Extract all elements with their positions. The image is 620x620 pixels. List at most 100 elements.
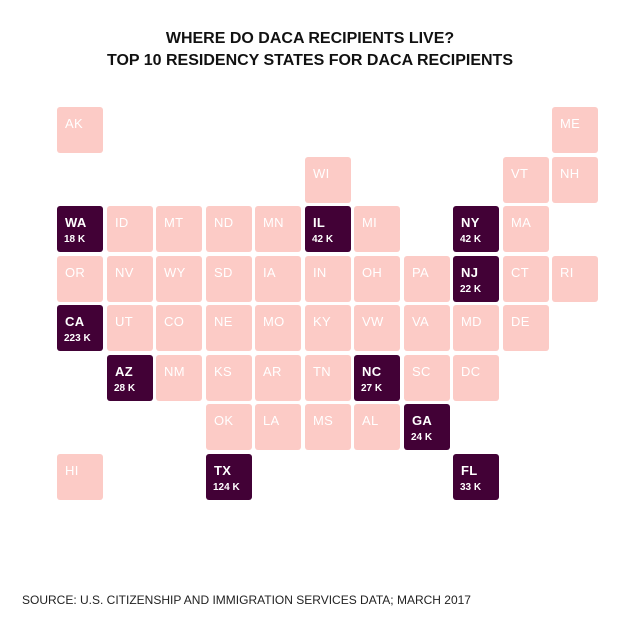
- state-tile-wy: WY: [156, 256, 202, 302]
- state-tile-ar: AR: [255, 355, 301, 401]
- state-abbr: IL: [313, 215, 326, 230]
- state-tile-mi: MI: [354, 206, 400, 252]
- state-tile-ks: KS: [206, 355, 252, 401]
- state-abbr: WA: [65, 215, 87, 230]
- state-tile-fl: FL 33 K: [453, 454, 499, 500]
- state-abbr: MN: [263, 215, 284, 230]
- state-tile-de: DE: [503, 305, 549, 351]
- state-abbr: OR: [65, 265, 86, 280]
- state-abbr: KY: [313, 314, 331, 329]
- state-abbr: NC: [362, 364, 382, 379]
- state-abbr: IN: [313, 265, 327, 280]
- state-tile-sd: SD: [206, 256, 252, 302]
- state-tile-wi: WI: [305, 157, 351, 203]
- state-tile-nm: NM: [156, 355, 202, 401]
- state-tile-ak: AK: [57, 107, 103, 153]
- state-abbr: TN: [313, 364, 331, 379]
- state-abbr: IA: [263, 265, 276, 280]
- state-abbr: OH: [362, 265, 383, 280]
- state-tile-oh: OH: [354, 256, 400, 302]
- state-abbr: AR: [263, 364, 282, 379]
- state-tile-nv: NV: [107, 256, 153, 302]
- state-value: 33 K: [460, 482, 482, 493]
- state-tile-tx: TX 124 K: [206, 454, 252, 500]
- state-tile-mn: MN: [255, 206, 301, 252]
- state-abbr: MI: [362, 215, 378, 230]
- state-tile-vt: VT: [503, 157, 549, 203]
- state-abbr: MT: [164, 215, 184, 230]
- state-abbr: WI: [313, 166, 330, 181]
- state-tile-dc: DC: [453, 355, 499, 401]
- state-abbr: SC: [412, 364, 431, 379]
- state-tile-pa: PA: [404, 256, 450, 302]
- state-tile-ga: GA 24 K: [404, 404, 450, 450]
- state-abbr: MO: [263, 314, 285, 329]
- state-tile-nc: NC 27 K: [354, 355, 400, 401]
- state-abbr: OK: [214, 413, 234, 428]
- state-tile-sc: SC: [404, 355, 450, 401]
- state-value: 42 K: [460, 234, 482, 245]
- state-abbr: CA: [65, 314, 85, 329]
- state-abbr: ID: [115, 215, 129, 230]
- state-value: 223 K: [64, 333, 91, 344]
- state-abbr: NJ: [461, 265, 479, 280]
- state-abbr: TX: [214, 463, 232, 478]
- state-value: 24 K: [411, 432, 433, 443]
- state-abbr: VW: [362, 314, 384, 329]
- state-tile-ne: NE: [206, 305, 252, 351]
- state-abbr: NY: [461, 215, 480, 230]
- state-tile-nj: NJ 22 K: [453, 256, 499, 302]
- state-abbr: MS: [313, 413, 334, 428]
- state-tile-ct: CT: [503, 256, 549, 302]
- state-abbr: ME: [560, 116, 581, 131]
- state-tile-mt: MT: [156, 206, 202, 252]
- state-tile-wa: WA 18 K: [57, 206, 103, 252]
- state-value: 42 K: [312, 234, 334, 245]
- state-abbr: MA: [511, 215, 532, 230]
- state-tile-tn: TN: [305, 355, 351, 401]
- state-tile-ut: UT: [107, 305, 153, 351]
- state-abbr: AL: [362, 413, 379, 428]
- state-abbr: AK: [65, 116, 83, 131]
- chart-title: WHERE DO DACA RECIPIENTS LIVE?: [165, 30, 455, 47]
- state-tile-ny: NY 42 K: [453, 206, 499, 252]
- state-tile-ma: MA: [503, 206, 549, 252]
- source-note: SOURCE: U.S. CITIZENSHIP AND IMMIGRATION…: [22, 593, 471, 607]
- state-abbr: GA: [412, 413, 433, 428]
- chart-subtitle: TOP 10 RESIDENCY STATES FOR DACA RECIPIE…: [107, 52, 513, 69]
- state-abbr: VT: [511, 166, 529, 181]
- state-tile-ok: OK: [206, 404, 252, 450]
- state-tile-hi: HI: [57, 454, 103, 500]
- state-abbr: LA: [263, 413, 280, 428]
- state-tile-me: ME: [552, 107, 598, 153]
- state-tile-nh: NH: [552, 157, 598, 203]
- state-value: 124 K: [213, 482, 240, 493]
- state-abbr: HI: [65, 463, 79, 478]
- state-abbr: VA: [412, 314, 429, 329]
- state-abbr: DC: [461, 364, 481, 379]
- state-abbr: AZ: [115, 364, 133, 379]
- state-abbr: KS: [214, 364, 232, 379]
- state-value: 22 K: [460, 284, 482, 295]
- state-tile-il: IL 42 K: [305, 206, 351, 252]
- state-abbr: DE: [511, 314, 530, 329]
- state-tile-co: CO: [156, 305, 202, 351]
- state-tile-ri: RI: [552, 256, 598, 302]
- state-abbr: FL: [461, 463, 478, 478]
- state-abbr: NV: [115, 265, 134, 280]
- state-tile-vw: VW: [354, 305, 400, 351]
- state-tile-ms: MS: [305, 404, 351, 450]
- state-value: 18 K: [64, 234, 86, 245]
- state-abbr: WY: [164, 265, 186, 280]
- state-value: 28 K: [114, 383, 136, 394]
- state-abbr: PA: [412, 265, 429, 280]
- state-tile-la: LA: [255, 404, 301, 450]
- state-abbr: RI: [560, 265, 574, 280]
- state-abbr: MD: [461, 314, 482, 329]
- state-tile-ia: IA: [255, 256, 301, 302]
- state-tile-ca: CA 223 K: [57, 305, 103, 351]
- state-tile-mo: MO: [255, 305, 301, 351]
- state-tile-ky: KY: [305, 305, 351, 351]
- state-value: 27 K: [361, 383, 383, 394]
